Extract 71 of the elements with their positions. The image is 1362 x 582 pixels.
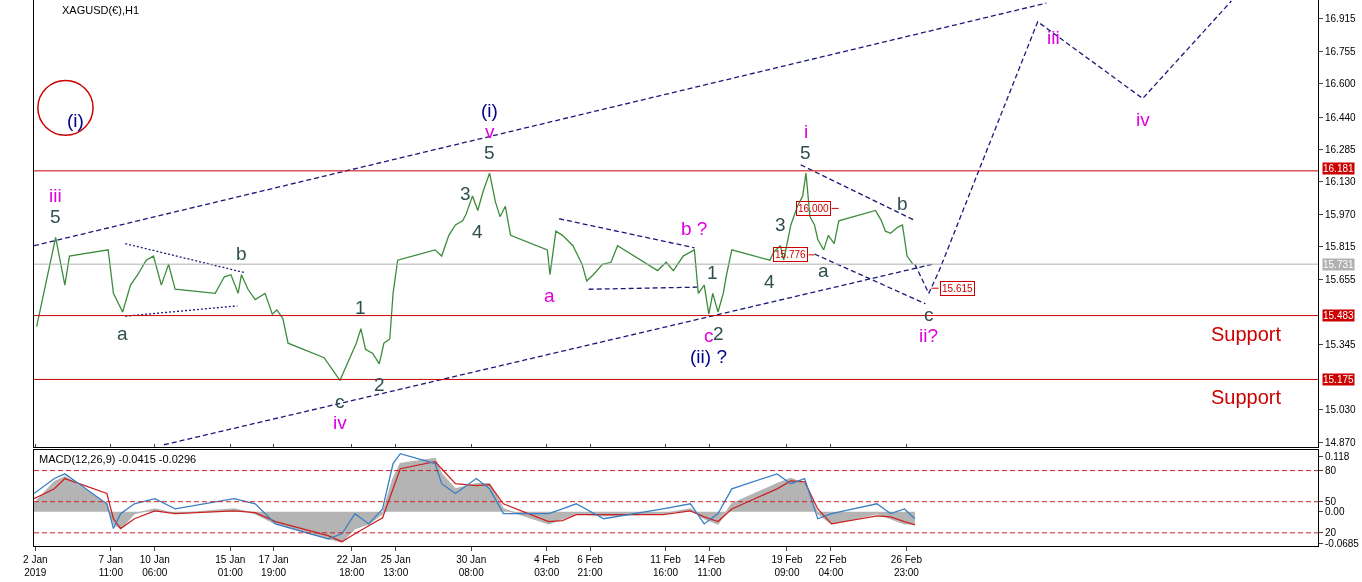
annotation: 3	[775, 214, 786, 235]
annotation: a	[544, 285, 555, 306]
annotation: 5	[50, 206, 61, 227]
annotation: 16.000	[798, 203, 830, 214]
ref-line-label: 15.731	[1323, 259, 1355, 270]
annotation: iii	[1047, 27, 1060, 48]
y-tick-label: 16.285	[1325, 143, 1357, 155]
annotation: (ii) ?	[690, 346, 727, 367]
ref-line-label: 16.181	[1323, 163, 1355, 174]
ref-line-label: 15.175	[1323, 374, 1355, 385]
y-tick-label: 16.600	[1325, 78, 1357, 90]
x-tick-label: 30 Jan 08:00	[456, 553, 487, 578]
x-tick-label: 17 Jan 19:00	[258, 553, 289, 578]
annotation: i	[804, 121, 809, 142]
annotation: c	[704, 325, 714, 346]
annotation: iii	[49, 185, 62, 206]
annotation: (i)	[481, 100, 498, 121]
x-tick-label: 22 Feb 04:00	[815, 553, 847, 578]
y-tick-label: 16.915	[1325, 13, 1357, 25]
annotation: 4	[472, 221, 483, 242]
y2-tick-label: 80	[1325, 465, 1337, 477]
x-tick-label: 25 Jan 13:00	[380, 553, 411, 578]
y2-tick-label: 20	[1325, 527, 1337, 539]
x-tick-label: 14 Feb 11:00	[693, 553, 726, 578]
annotation: 15.615	[942, 283, 974, 294]
annotation: 3	[460, 183, 471, 204]
annotation: a	[117, 323, 128, 344]
y-tick-label: 16.130	[1325, 175, 1357, 187]
y-tick-label: 15.970	[1325, 209, 1357, 221]
annotation: Support	[1211, 323, 1282, 345]
annotation: 1	[355, 297, 366, 318]
annotation: 5	[800, 142, 811, 163]
annotation: iv	[333, 412, 348, 433]
annotation: a	[818, 260, 829, 281]
annotation: ii?	[919, 325, 939, 346]
x-tick-label: 11 Feb 16:00	[650, 553, 682, 578]
y-tick-label: 15.655	[1325, 274, 1357, 286]
y-tick-label: 14.870	[1325, 437, 1357, 449]
annotation: b	[236, 243, 247, 264]
x-tick-label: 22 Jan 18:00	[336, 553, 367, 578]
y-tick-label: -0.0685	[1325, 538, 1360, 550]
x-tick-label: 2 Jan 2019	[23, 553, 48, 578]
x-tick-label: 19 Feb 09:00	[771, 553, 803, 578]
x-tick-label: 26 Feb 23:00	[890, 553, 923, 578]
annotation: b ?	[681, 218, 708, 239]
annotation: 2	[713, 323, 724, 344]
y-tick-label: 0.00	[1325, 506, 1345, 518]
annotation: 4	[764, 271, 775, 292]
y2-tick-label: 50	[1325, 496, 1337, 508]
annotation: v	[485, 121, 495, 142]
chart-title: XAGUSD(€),H1	[62, 4, 140, 16]
y-tick-label: 15.345	[1325, 338, 1357, 350]
y-tick-label: 16.755	[1325, 46, 1357, 58]
annotation: iv	[1136, 109, 1151, 130]
y-tick-label: 0.118	[1325, 451, 1350, 463]
x-tick-label: 15 Jan 01:00	[215, 553, 246, 578]
y-tick-label: 15.815	[1325, 241, 1357, 253]
x-tick-label: 4 Feb 03:00	[533, 553, 560, 578]
x-tick-label: 10 Jan 06:00	[139, 553, 170, 578]
annotation: Support	[1211, 386, 1282, 408]
chart-title: MACD(12,26,9) -0.0415 -0.0296	[39, 453, 197, 465]
x-tick-label: 7 Jan 11:00	[98, 553, 124, 578]
annotation: (i)	[67, 110, 84, 131]
x-tick-label: 6 Feb 21:00	[577, 553, 604, 578]
annotation: 1	[707, 262, 718, 283]
y-tick-label: 15.030	[1325, 404, 1357, 416]
annotation: b	[897, 193, 908, 214]
annotation: 5	[484, 142, 495, 163]
ref-line-label: 15.483	[1323, 310, 1355, 321]
y-tick-label: 16.440	[1325, 111, 1357, 123]
annotation: 2	[374, 374, 385, 395]
